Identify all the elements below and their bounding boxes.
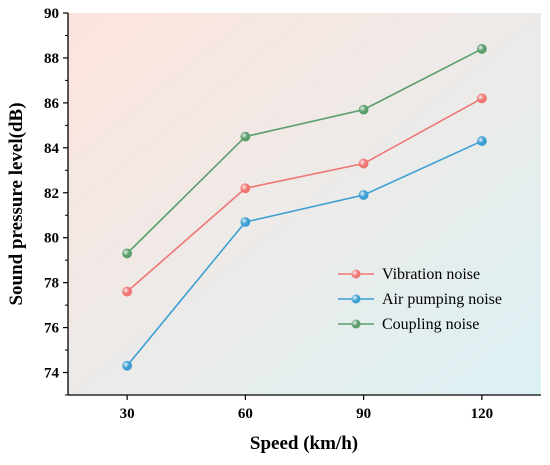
y-tick-label: 88 bbox=[44, 51, 59, 67]
x-tick-label: 30 bbox=[120, 406, 135, 422]
axes: 74 76 78 80 82 84 86 88 90 30 60 90 120 bbox=[44, 6, 541, 422]
y-tick-label: 80 bbox=[44, 231, 59, 247]
legend-label: Air pumping noise bbox=[382, 291, 502, 308]
y-axis-title: Sound pressure level(dB) bbox=[6, 102, 27, 305]
data-point-highlight bbox=[359, 190, 369, 200]
legend: Vibration noise Air pumping noise Coupling… bbox=[338, 266, 502, 333]
legend-swatch-highlight bbox=[351, 319, 361, 329]
series-line-1 bbox=[126, 140, 483, 367]
legend-swatch-highlight bbox=[351, 269, 361, 279]
data-point-highlight bbox=[122, 287, 132, 297]
x-tick-label: 120 bbox=[471, 406, 494, 422]
plot-area-background bbox=[68, 13, 541, 395]
y-tick-label: 78 bbox=[44, 276, 59, 292]
y-tick-label: 82 bbox=[44, 186, 59, 202]
data-point-highlight bbox=[477, 44, 487, 54]
data-point-highlight bbox=[122, 361, 132, 371]
y-tick-label: 74 bbox=[44, 366, 60, 382]
y-tick-label: 76 bbox=[44, 321, 60, 337]
data-point-highlight bbox=[477, 93, 487, 103]
x-tick-label: 60 bbox=[238, 406, 253, 422]
legend-label: Coupling noise bbox=[382, 316, 479, 333]
y-tick-label: 90 bbox=[44, 6, 59, 22]
data-point-highlight bbox=[240, 217, 250, 227]
data-point-highlight bbox=[240, 132, 250, 142]
x-tick-label: 90 bbox=[356, 406, 371, 422]
data-point-highlight bbox=[359, 105, 369, 115]
series-layer bbox=[122, 44, 487, 371]
y-tick-label: 86 bbox=[44, 96, 60, 112]
legend-swatch-highlight bbox=[351, 294, 361, 304]
data-point-highlight bbox=[359, 159, 369, 169]
series-line-2 bbox=[126, 48, 483, 255]
data-point-highlight bbox=[122, 248, 132, 258]
series-line-0 bbox=[126, 97, 483, 293]
data-point-highlight bbox=[477, 136, 487, 146]
x-axis-title: Speed (km/h) bbox=[250, 433, 358, 454]
data-point-highlight bbox=[240, 183, 250, 193]
legend-label: Vibration noise bbox=[382, 266, 480, 283]
y-tick-label: 84 bbox=[44, 141, 60, 157]
